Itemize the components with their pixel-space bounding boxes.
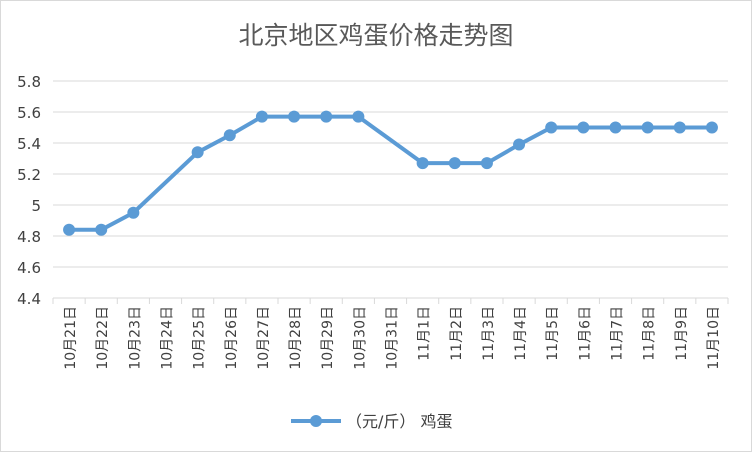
series-line bbox=[69, 114, 712, 232]
x-tick-label: 11月3日 bbox=[481, 306, 497, 361]
y-tick-label: 5.2 bbox=[17, 166, 41, 184]
data-point bbox=[63, 223, 76, 236]
series-layer bbox=[63, 110, 718, 236]
y-tick-label: 5.8 bbox=[17, 73, 41, 91]
chart-title: 北京地区鸡蛋价格走势图 bbox=[238, 21, 513, 50]
x-tick-label: 10月27日 bbox=[256, 306, 272, 370]
y-axis-ticks: 4.4 4.6 4.8 5 5.2 5.4 5.6 5.8 bbox=[17, 73, 41, 308]
data-point bbox=[609, 121, 622, 134]
data-point bbox=[320, 110, 333, 123]
data-point bbox=[352, 110, 365, 123]
x-tick-label: 11月1日 bbox=[417, 306, 433, 361]
x-tick-label: 11月9日 bbox=[674, 306, 690, 361]
grid bbox=[53, 80, 728, 299]
data-point bbox=[545, 121, 558, 134]
data-point bbox=[448, 157, 461, 170]
y-tick-label: 4.4 bbox=[17, 290, 41, 308]
y-tick-label: 5.6 bbox=[17, 104, 41, 122]
x-tick-label: 10月28日 bbox=[288, 306, 304, 370]
y-tick-label: 5.4 bbox=[17, 135, 41, 153]
data-point bbox=[223, 129, 236, 142]
data-point bbox=[255, 110, 268, 123]
data-point bbox=[480, 157, 493, 170]
data-point bbox=[95, 223, 108, 236]
x-tick-label: 11月7日 bbox=[610, 306, 626, 361]
x-tick-label: 11月5日 bbox=[545, 306, 561, 361]
data-point bbox=[288, 110, 301, 123]
x-tick-label: 11月4日 bbox=[513, 306, 529, 361]
y-tick-label: 4.8 bbox=[17, 228, 41, 246]
data-point bbox=[416, 157, 429, 170]
data-point bbox=[577, 121, 590, 134]
x-tick-label: 10月29日 bbox=[320, 306, 336, 370]
data-point bbox=[513, 138, 526, 151]
legend-marker-swatch bbox=[310, 415, 322, 427]
data-point bbox=[641, 121, 654, 134]
x-tick-label: 10月21日 bbox=[63, 306, 79, 370]
x-tick-label: 10月26日 bbox=[224, 306, 240, 370]
x-tick-label: 11月10日 bbox=[706, 306, 722, 370]
y-tick-label: 5 bbox=[31, 197, 41, 215]
x-tick-label: 11月8日 bbox=[642, 306, 658, 361]
x-tick-label: 10月30日 bbox=[352, 306, 368, 370]
x-tick-label: 10月31日 bbox=[385, 306, 401, 370]
x-tick-label: 11月6日 bbox=[577, 306, 593, 361]
x-tick-label: 10月22日 bbox=[95, 306, 111, 370]
x-tick-label: 10月25日 bbox=[192, 306, 208, 370]
x-tick-label: 11月2日 bbox=[449, 306, 465, 361]
x-tick-label: 10月24日 bbox=[160, 306, 176, 370]
data-point bbox=[191, 146, 204, 159]
data-point bbox=[673, 121, 686, 134]
x-axis-ticks: 10月21日 10月22日 10月23日 10月24日 10月25日 10月26日 10月2… bbox=[52, 298, 729, 370]
legend: （元/斤） 鸡蛋 bbox=[291, 412, 452, 431]
x-tick-label: 10月23日 bbox=[127, 306, 143, 370]
legend-label: （元/斤） 鸡蛋 bbox=[346, 412, 452, 431]
y-tick-label: 4.6 bbox=[17, 259, 41, 277]
data-point bbox=[705, 121, 718, 134]
data-point bbox=[127, 206, 140, 219]
